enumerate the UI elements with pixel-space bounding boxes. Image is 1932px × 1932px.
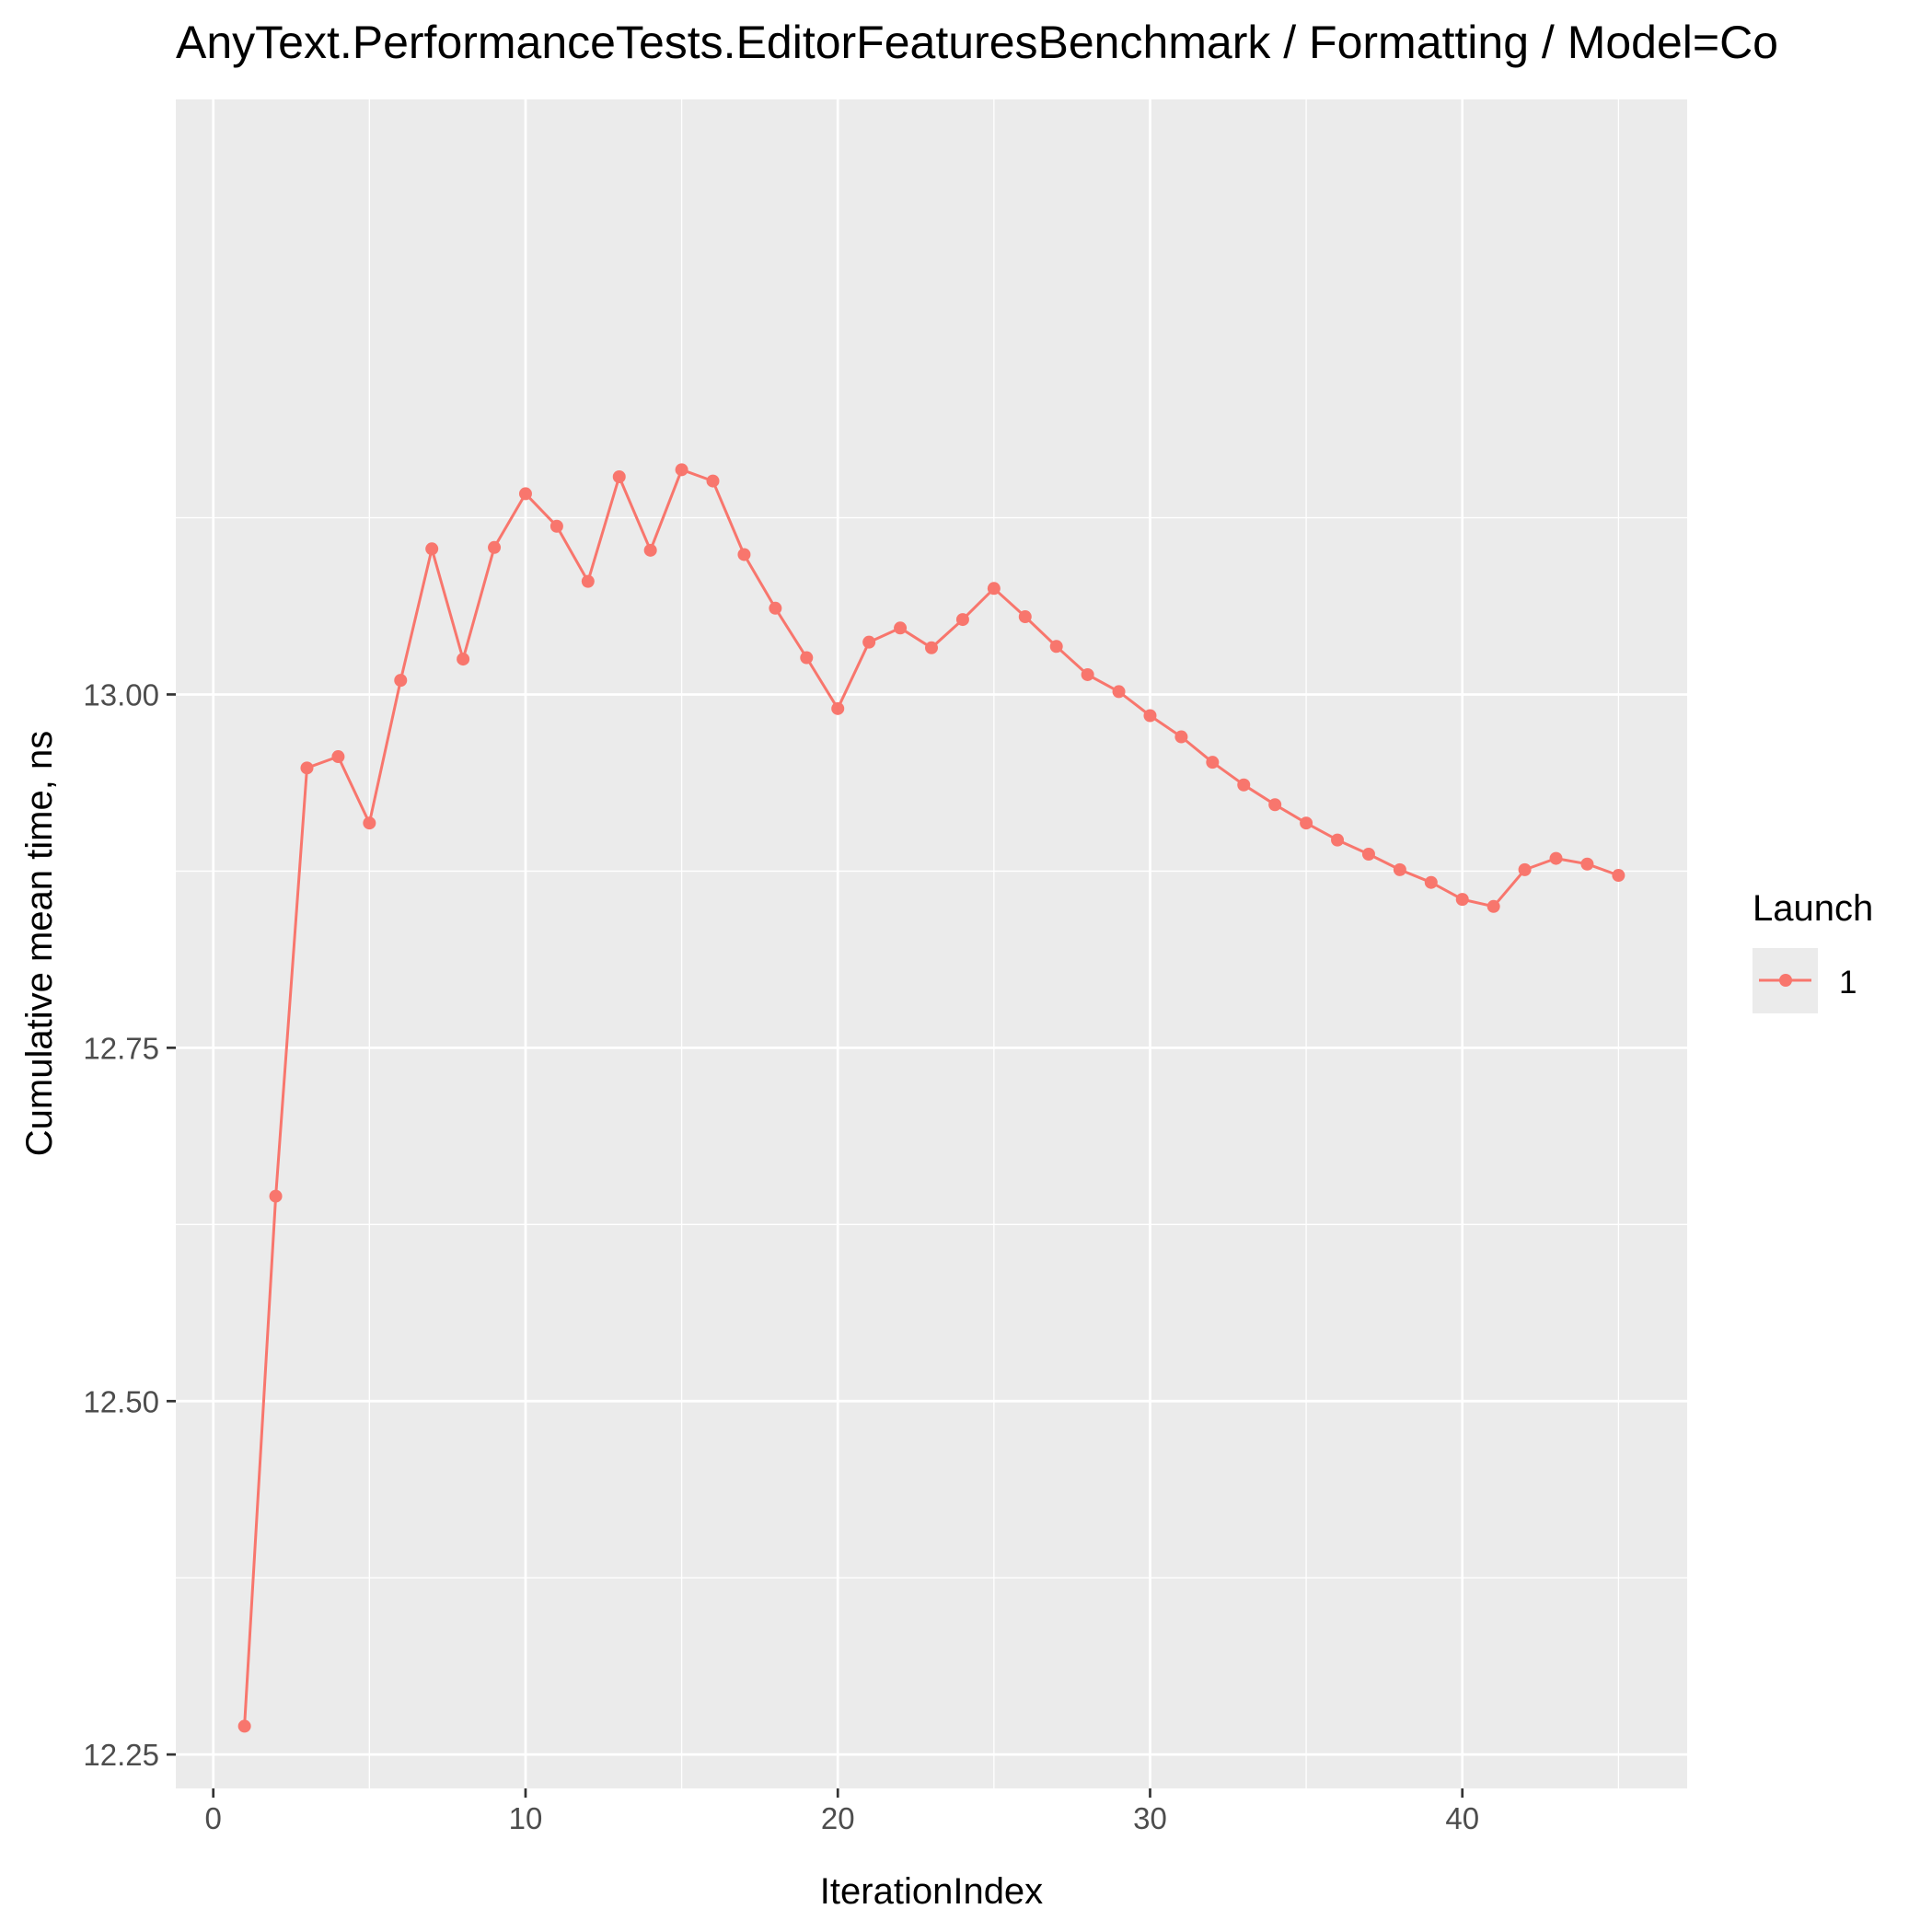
data-point bbox=[1112, 685, 1126, 699]
legend: Launch 1 bbox=[1753, 888, 1873, 1013]
y-axis-label: Cumulative mean time, ns bbox=[19, 731, 60, 1156]
data-point bbox=[769, 601, 782, 615]
x-tick-label: 10 bbox=[509, 1801, 543, 1835]
data-point bbox=[1331, 833, 1345, 847]
data-point bbox=[1018, 610, 1032, 624]
grid-lines bbox=[176, 99, 1687, 1788]
data-point bbox=[1487, 899, 1500, 913]
chart-title: AnyText.PerformanceTests.EditorFeaturesB… bbox=[176, 17, 1778, 68]
data-point bbox=[269, 1189, 283, 1203]
data-point bbox=[394, 674, 408, 688]
data-point bbox=[987, 582, 1001, 596]
data-point bbox=[237, 1719, 251, 1733]
data-point bbox=[1237, 778, 1251, 792]
data-point bbox=[706, 474, 720, 488]
plot-panel bbox=[176, 99, 1687, 1788]
y-tick-label: 12.25 bbox=[83, 1738, 159, 1772]
data-point bbox=[1049, 640, 1063, 654]
x-tick-label: 20 bbox=[821, 1801, 855, 1835]
data-point bbox=[1518, 862, 1532, 876]
data-point bbox=[457, 653, 470, 666]
data-point bbox=[1174, 730, 1188, 744]
legend-entry-label: 1 bbox=[1839, 965, 1857, 1001]
data-point bbox=[1143, 709, 1157, 723]
data-point bbox=[550, 519, 563, 533]
x-tick-label: 0 bbox=[205, 1801, 222, 1835]
data-point bbox=[1393, 862, 1406, 876]
data-point bbox=[1455, 893, 1469, 907]
data-point bbox=[425, 542, 439, 556]
data-point bbox=[737, 548, 751, 561]
data-point bbox=[1081, 667, 1094, 681]
data-point bbox=[1549, 851, 1563, 865]
series-layer bbox=[237, 463, 1625, 1733]
x-tick-label: 30 bbox=[1133, 1801, 1167, 1835]
data-point bbox=[518, 487, 532, 501]
data-point bbox=[1268, 798, 1282, 812]
data-point bbox=[1612, 869, 1625, 883]
y-tick-label: 12.50 bbox=[83, 1384, 159, 1418]
data-point bbox=[1300, 816, 1313, 830]
x-axis-label: IterationIndex bbox=[820, 1871, 1043, 1912]
data-point bbox=[862, 635, 876, 649]
y-tick-label: 12.75 bbox=[83, 1031, 159, 1065]
data-point bbox=[643, 543, 657, 557]
data-point bbox=[488, 540, 502, 554]
axes: 12.25 12.50 12.75 13.00 0 10 20 30 40 bbox=[83, 677, 1479, 1835]
data-point bbox=[581, 574, 595, 588]
data-point bbox=[894, 621, 908, 635]
data-point bbox=[675, 463, 688, 477]
data-point bbox=[1361, 847, 1375, 861]
data-point bbox=[363, 816, 376, 830]
legend-title: Launch bbox=[1753, 888, 1873, 929]
data-point bbox=[1580, 857, 1594, 871]
data-point bbox=[331, 750, 345, 764]
x-tick-label: 40 bbox=[1445, 1801, 1479, 1835]
data-point bbox=[831, 701, 845, 715]
data-point bbox=[300, 761, 314, 775]
data-point bbox=[925, 641, 938, 654]
legend-key-point bbox=[1779, 974, 1792, 987]
data-point bbox=[1206, 756, 1220, 769]
y-tick-label: 13.00 bbox=[83, 677, 159, 711]
data-point bbox=[612, 469, 626, 483]
data-point bbox=[800, 651, 814, 665]
data-point bbox=[1424, 875, 1438, 889]
data-point bbox=[955, 613, 969, 627]
